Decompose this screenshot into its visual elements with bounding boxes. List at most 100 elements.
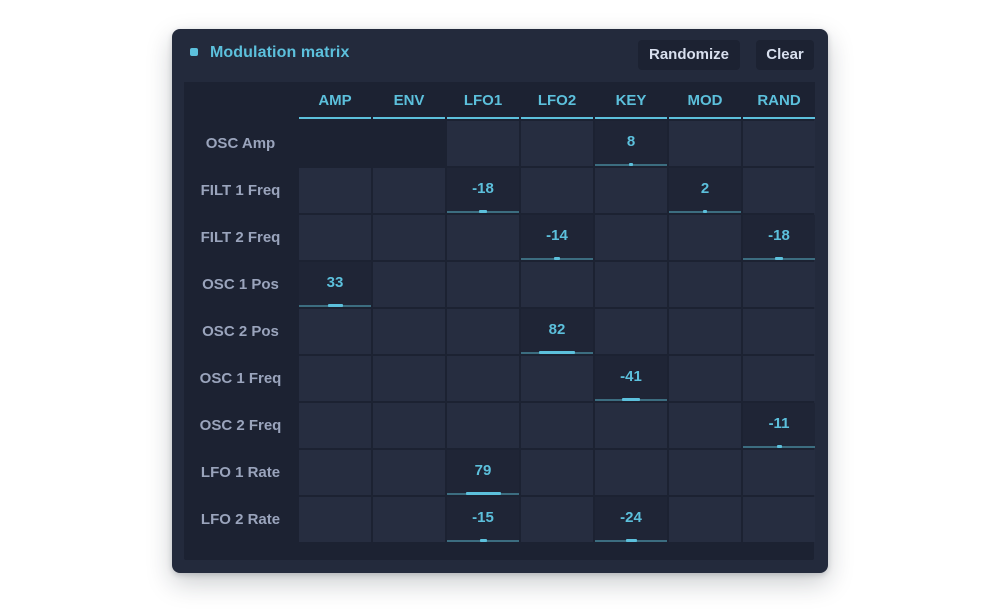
matrix-cell-rand[interactable] [743, 121, 815, 166]
matrix-cell-key[interactable]: -24 [595, 497, 667, 542]
matrix-cell-lfo2[interactable]: -14 [521, 215, 593, 260]
amount-fill [629, 163, 633, 166]
panel-header: Modulation matrix Randomize Clear [172, 29, 828, 79]
matrix-cell-amp[interactable] [299, 356, 371, 401]
matrix-cell-amp[interactable] [299, 309, 371, 354]
modulation-amount: -24 [620, 509, 642, 526]
matrix-cell-key[interactable] [595, 168, 667, 213]
matrix-cell-mod[interactable] [669, 215, 741, 260]
column-header-lfo1: LFO1 [447, 82, 519, 119]
matrix-cell-lfo1[interactable] [447, 262, 519, 307]
matrix-grid: AMP ENV LFO1 LFO2 KEY MOD RAND OSC Amp 8 FILT 1 F… [184, 82, 815, 542]
matrix-cell-env[interactable] [373, 215, 445, 260]
matrix-cell-lfo2[interactable] [521, 168, 593, 213]
matrix-cell-lfo2[interactable] [521, 450, 593, 495]
matrix-cell-lfo2[interactable] [521, 356, 593, 401]
matrix-cell-lfo1[interactable] [447, 215, 519, 260]
matrix-cell-amp[interactable]: 33 [299, 262, 371, 307]
matrix-cell-rand[interactable]: -11 [743, 403, 815, 448]
matrix-cell-lfo2[interactable] [521, 121, 593, 166]
matrix-cell-env[interactable] [373, 450, 445, 495]
matrix-cell-rand[interactable] [743, 168, 815, 213]
matrix-corner [184, 82, 297, 119]
amount-fill [466, 492, 501, 495]
matrix-cell-key[interactable] [595, 450, 667, 495]
modulation-amount: 33 [326, 274, 344, 291]
matrix-cell-lfo2[interactable] [521, 403, 593, 448]
matrix-cell-mod[interactable] [669, 356, 741, 401]
matrix-cell-key[interactable] [595, 403, 667, 448]
amount-fill [703, 210, 707, 213]
matrix-cell-mod[interactable] [669, 309, 741, 354]
matrix-cell-lfo1[interactable]: -18 [447, 168, 519, 213]
amount-fill [777, 445, 782, 448]
matrix-cell-mod[interactable] [669, 450, 741, 495]
row-header: LFO 2 Rate [184, 497, 297, 542]
matrix-cell-env[interactable] [373, 403, 445, 448]
modulation-matrix-panel: Modulation matrix Randomize Clear AMP ENV… [172, 29, 828, 573]
matrix-cell-lfo1[interactable] [447, 121, 519, 166]
column-header-rand: RAND [743, 82, 815, 119]
matrix-cell-mod[interactable]: 2 [669, 168, 741, 213]
matrix-cell-lfo1[interactable] [447, 403, 519, 448]
matrix-cell-mod[interactable] [669, 262, 741, 307]
modulation-amount: -18 [472, 180, 494, 197]
column-header-env: ENV [373, 82, 445, 119]
matrix-cell-amp[interactable] [299, 215, 371, 260]
matrix-cell-rand[interactable] [743, 497, 815, 542]
matrix-cell-key[interactable] [595, 215, 667, 260]
randomize-button[interactable]: Randomize [638, 40, 740, 70]
amount-fill [622, 398, 640, 401]
amount-fill [775, 257, 783, 260]
matrix-cell-rand[interactable] [743, 309, 815, 354]
amount-fill [479, 210, 487, 213]
amount-fill [480, 539, 487, 542]
matrix-cell-key[interactable] [595, 262, 667, 307]
matrix-cell-lfo1[interactable] [447, 356, 519, 401]
matrix-cell-lfo2[interactable] [521, 262, 593, 307]
matrix-cell-amp[interactable] [299, 450, 371, 495]
matrix-cell-mod[interactable] [669, 497, 741, 542]
matrix-cell-amp[interactable] [299, 168, 371, 213]
matrix-cell-rand[interactable] [743, 262, 815, 307]
matrix-cell-lfo2[interactable]: 82 [521, 309, 593, 354]
matrix-cell-lfo1[interactable]: 79 [447, 450, 519, 495]
matrix-cell-key[interactable]: -41 [595, 356, 667, 401]
row-header: OSC 2 Pos [184, 309, 297, 354]
column-header-lfo2: LFO2 [521, 82, 593, 119]
amount-fill [626, 539, 637, 542]
matrix-cell-amp[interactable] [299, 497, 371, 542]
matrix-cell-env[interactable] [373, 356, 445, 401]
matrix-cell-mod[interactable] [669, 121, 741, 166]
column-header-mod: MOD [669, 82, 741, 119]
status-led-icon [190, 48, 198, 56]
matrix-cell-amp [299, 121, 371, 166]
matrix-cell-lfo1[interactable] [447, 309, 519, 354]
matrix-cell-mod[interactable] [669, 403, 741, 448]
amount-fill [328, 304, 343, 307]
row-header: OSC 2 Freq [184, 403, 297, 448]
row-header: LFO 1 Rate [184, 450, 297, 495]
column-header-amp: AMP [299, 82, 371, 119]
matrix-cell-rand[interactable]: -18 [743, 215, 815, 260]
modulation-amount: -11 [768, 415, 790, 432]
matrix-cell-env[interactable] [373, 309, 445, 354]
modulation-amount: 82 [548, 321, 566, 338]
modulation-amount: 8 [626, 133, 636, 150]
matrix-cell-env[interactable] [373, 168, 445, 213]
matrix-cell-rand[interactable] [743, 356, 815, 401]
column-header-key: KEY [595, 82, 667, 119]
matrix-cell-env[interactable] [373, 262, 445, 307]
row-header: OSC 1 Pos [184, 262, 297, 307]
matrix-cell-key[interactable] [595, 309, 667, 354]
row-header: OSC 1 Freq [184, 356, 297, 401]
matrix-cell-lfo1[interactable]: -15 [447, 497, 519, 542]
modulation-amount: 2 [700, 180, 710, 197]
matrix-cell-amp[interactable] [299, 403, 371, 448]
matrix-cell-rand[interactable] [743, 450, 815, 495]
clear-button[interactable]: Clear [756, 40, 814, 70]
matrix-cell-env[interactable] [373, 497, 445, 542]
row-header: FILT 1 Freq [184, 168, 297, 213]
matrix-cell-key[interactable]: 8 [595, 121, 667, 166]
matrix-cell-lfo2[interactable] [521, 497, 593, 542]
